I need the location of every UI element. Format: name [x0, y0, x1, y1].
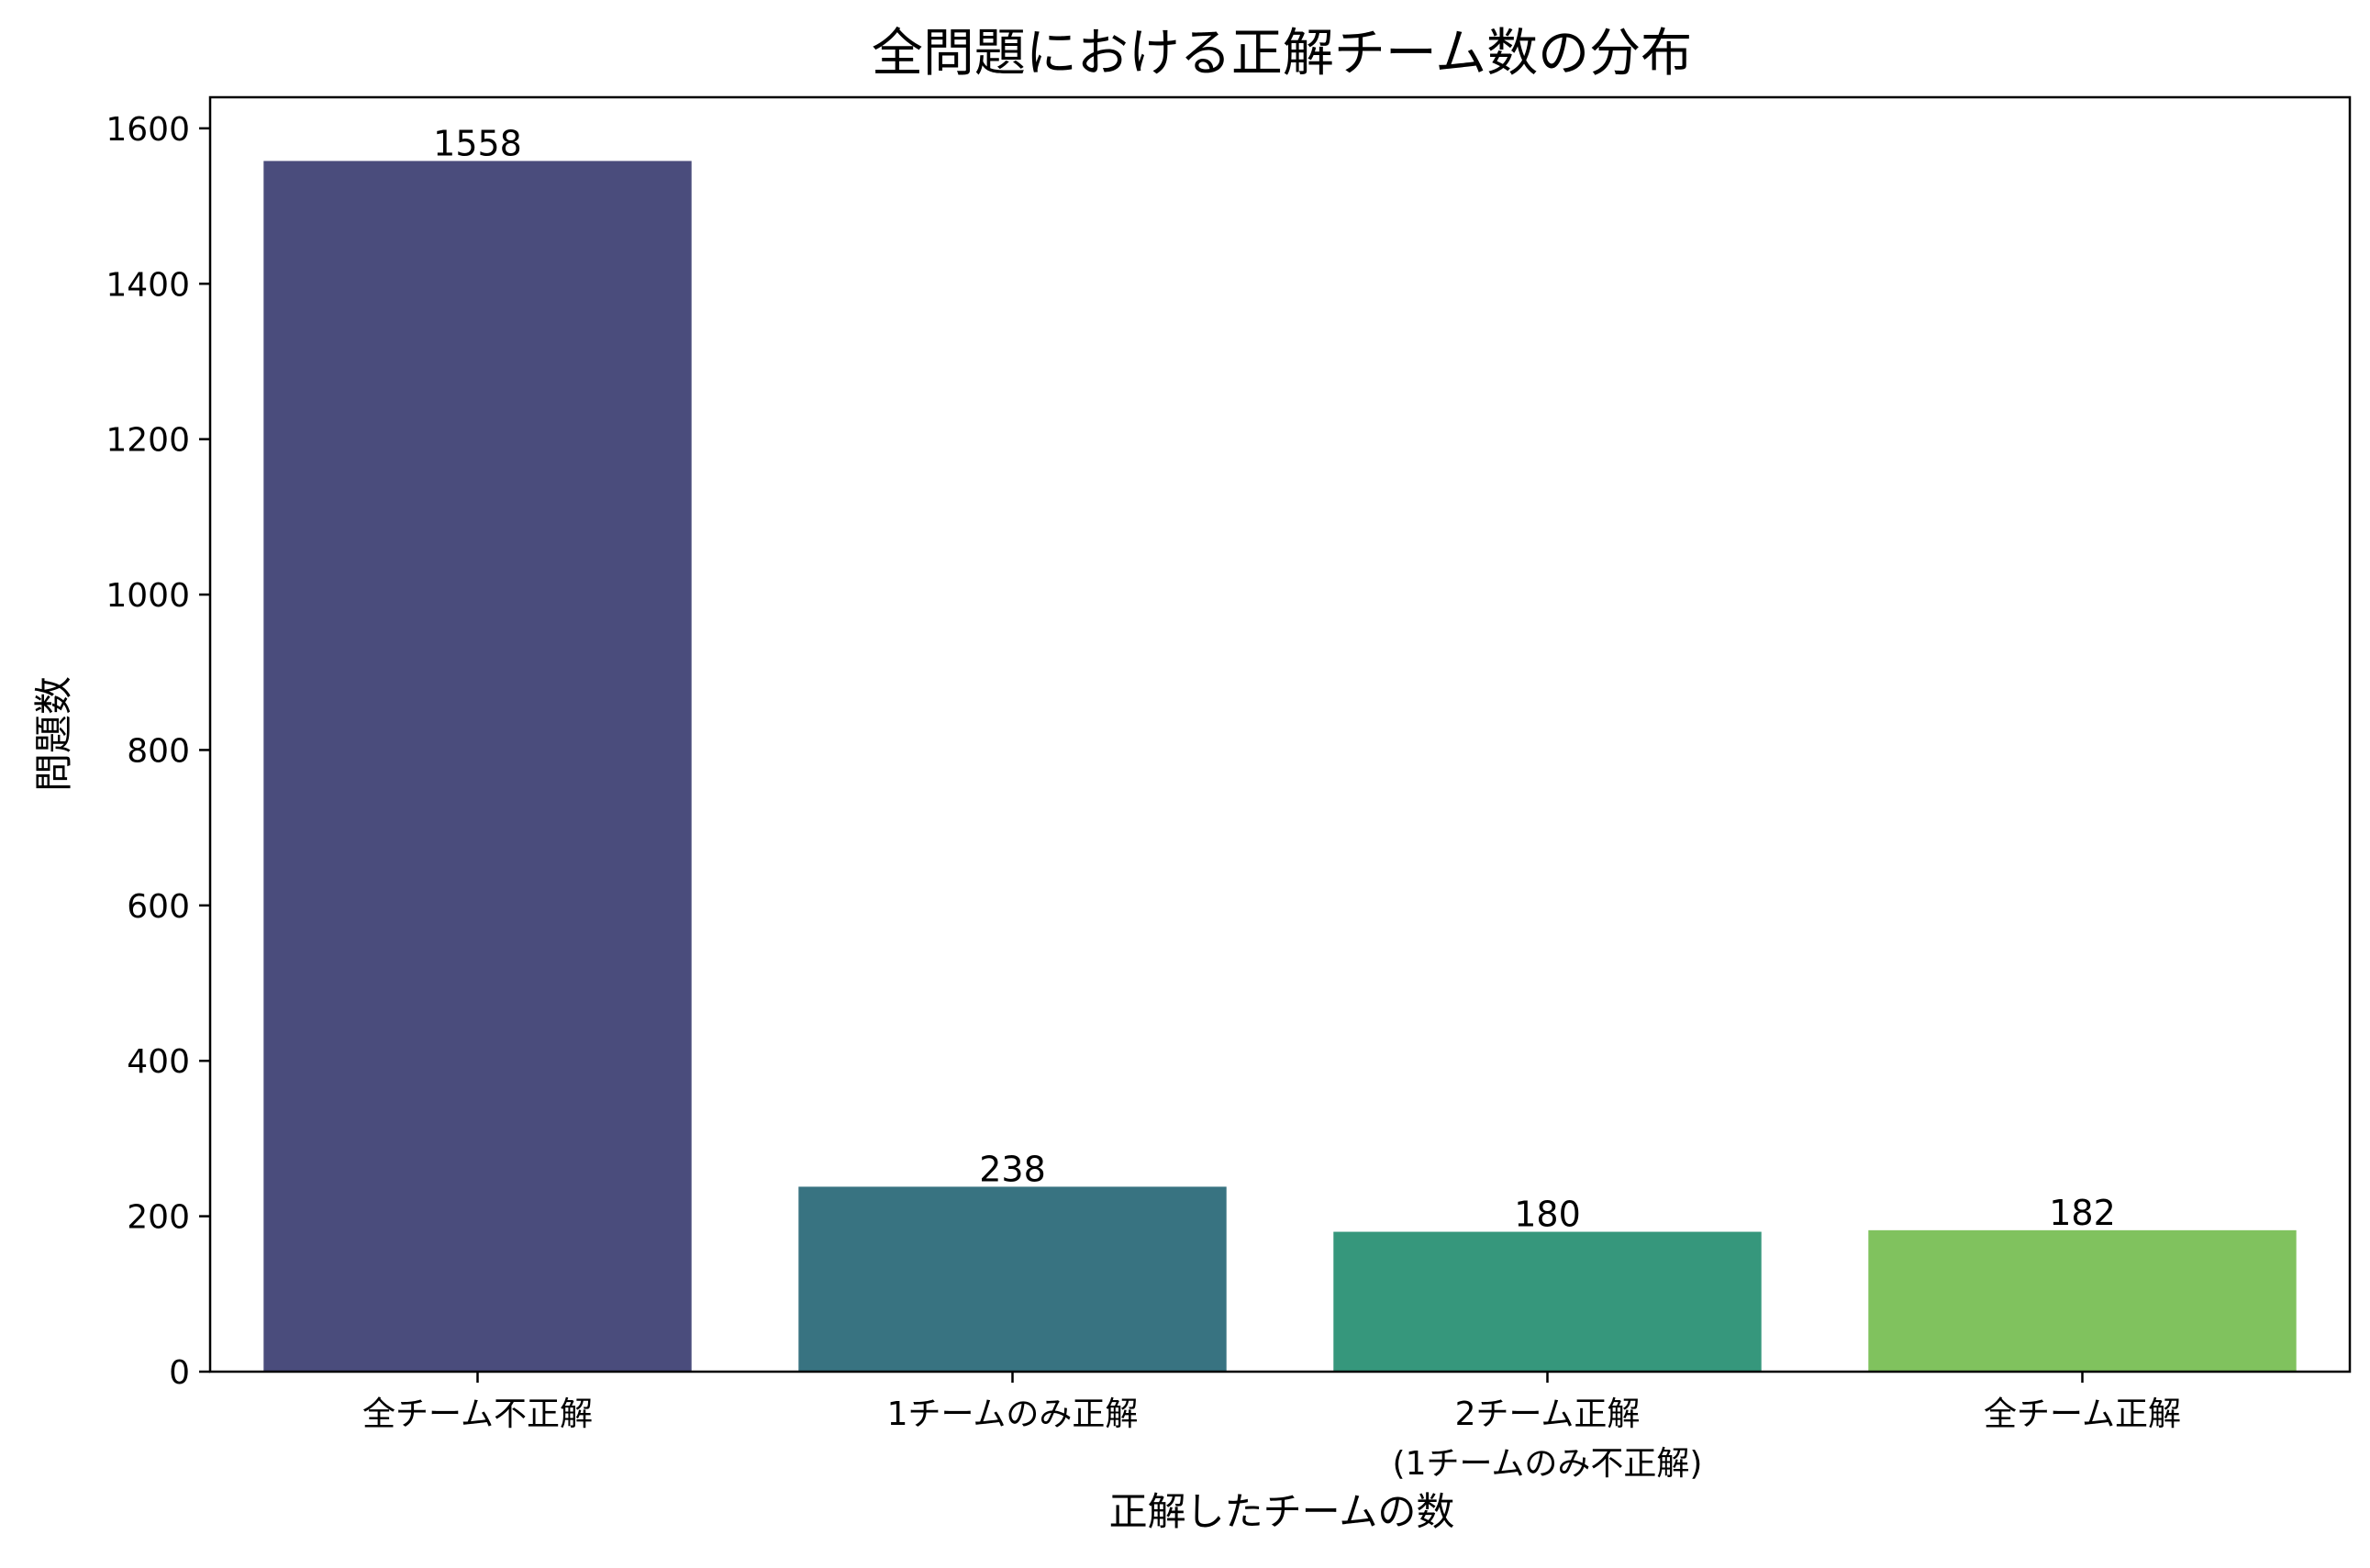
bar-4: [1868, 1229, 2297, 1372]
y-tick-label-400: 400: [127, 1043, 190, 1081]
y-tick-label-1000: 1000: [106, 577, 190, 615]
x-tick-label-1: 全チーム不正解: [362, 1396, 593, 1433]
y-axis: 0 200 400 600 800 1000 1200 1400 1600: [106, 111, 210, 1392]
chart-title: 全問題における正解チーム数の分布: [872, 24, 1692, 83]
bar-1: [263, 161, 692, 1373]
data-labels-layer: 1558 238 180 182: [433, 123, 2116, 1234]
bar-2: [798, 1186, 1227, 1372]
y-axis-title: 問題数: [31, 676, 76, 792]
data-label-4: 182: [2049, 1193, 2116, 1233]
y-tick-label-800: 800: [127, 732, 190, 770]
data-label-3: 180: [1514, 1195, 1581, 1235]
y-tick-label-1600: 1600: [106, 111, 190, 149]
y-tick-label-1200: 1200: [106, 422, 190, 460]
bars-layer: [263, 161, 2297, 1373]
data-label-2: 238: [979, 1149, 1046, 1189]
y-tick-label-1400: 1400: [106, 266, 190, 304]
plot-frame: [208, 95, 2352, 1373]
y-tick-label-600: 600: [127, 888, 190, 926]
data-label-1: 1558: [433, 123, 522, 163]
x-tick-label-2: 1チームのみ正解: [887, 1396, 1139, 1433]
x-tick-label-3-line-2: (1チームのみ不正解): [1393, 1445, 1703, 1483]
y-tick-label-0: 0: [169, 1354, 190, 1392]
x-axis: 全チーム不正解 1チームのみ正解 2チーム正解 (1チームのみ不正解) 全チーム正解: [362, 1372, 2181, 1483]
y-tick-label-200: 200: [127, 1199, 190, 1237]
bar-3: [1333, 1231, 1762, 1372]
x-tick-label-3-line-1: 2チーム正解: [1455, 1396, 1641, 1433]
x-tick-label-4: 全チーム正解: [1984, 1396, 2181, 1433]
x-axis-title: 正解したチームの数: [1109, 1489, 1455, 1534]
